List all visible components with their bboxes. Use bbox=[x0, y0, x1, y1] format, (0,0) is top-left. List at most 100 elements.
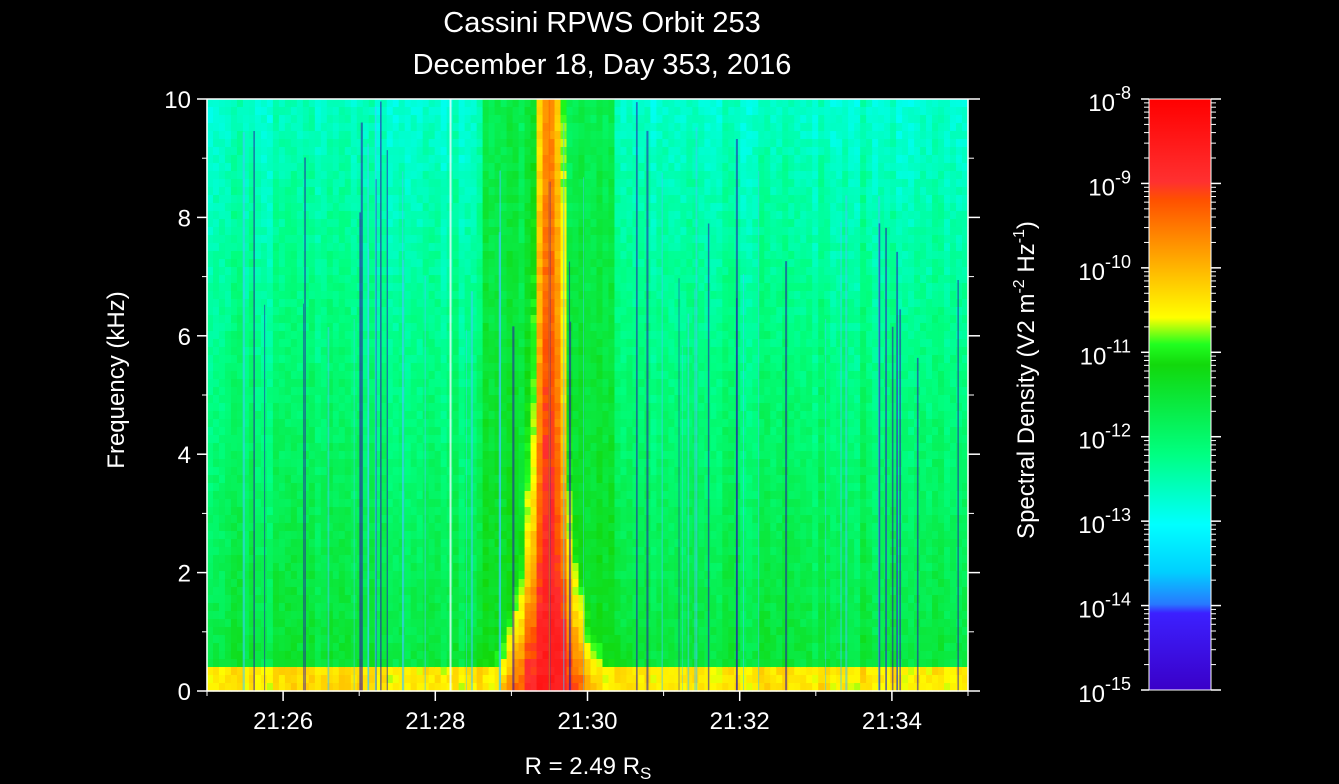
spectrogram-cell bbox=[531, 651, 538, 660]
spectrogram-cell bbox=[489, 379, 496, 388]
spectrogram-cell bbox=[219, 427, 226, 436]
spectrogram-cell bbox=[291, 187, 298, 196]
spectrogram-cell bbox=[303, 459, 310, 468]
spectrogram-cell bbox=[602, 651, 609, 660]
spectrogram-cell bbox=[483, 539, 490, 548]
spectrogram-cell bbox=[393, 459, 400, 468]
spectrogram-cell bbox=[303, 651, 310, 660]
spectrogram-cell bbox=[369, 523, 376, 532]
spectrogram-cell bbox=[345, 523, 352, 532]
spectrogram-cell bbox=[579, 427, 586, 436]
spectrogram-cell bbox=[291, 483, 298, 492]
spectrogram-cell bbox=[537, 347, 544, 356]
spectrogram-cell bbox=[321, 267, 328, 276]
spectrogram-cell bbox=[255, 219, 262, 228]
spectrogram-cell bbox=[465, 643, 472, 652]
spectrogram-cell bbox=[261, 251, 268, 260]
spectrogram-cell bbox=[291, 475, 298, 484]
spectrogram-cell bbox=[608, 315, 615, 324]
spectrogram-cell bbox=[507, 163, 514, 172]
spectrogram-cell bbox=[471, 195, 478, 204]
spectrogram-cell bbox=[507, 187, 514, 196]
spectrogram-cell bbox=[285, 563, 292, 572]
spectrogram-cell bbox=[507, 659, 514, 668]
spectrogram-cell bbox=[273, 459, 280, 468]
spectrogram-cell bbox=[501, 571, 508, 580]
spectrogram-cell bbox=[423, 627, 430, 636]
spectrogram-cell bbox=[573, 419, 580, 428]
spectrogram-cell bbox=[453, 339, 460, 348]
spectrogram-cell bbox=[225, 107, 232, 116]
spectrogram-cell bbox=[213, 315, 220, 324]
spectrogram-cell bbox=[585, 427, 592, 436]
spectrogram-cell bbox=[255, 491, 262, 500]
spectrogram-cell bbox=[423, 675, 430, 684]
spectrogram-cell bbox=[543, 563, 550, 572]
spectrogram-cell bbox=[411, 451, 418, 460]
spectrogram-cell bbox=[291, 587, 298, 596]
spectrogram-cell bbox=[417, 315, 424, 324]
spectrogram-cell bbox=[573, 555, 580, 564]
spectrogram-cell bbox=[453, 475, 460, 484]
spectrogram-cell bbox=[459, 427, 466, 436]
spectrogram-cell bbox=[249, 123, 256, 132]
spectrogram-cell bbox=[315, 187, 322, 196]
spectrogram-cell bbox=[237, 307, 244, 316]
spectrogram-cell bbox=[591, 667, 598, 676]
spectrogram-cell bbox=[423, 659, 430, 668]
spectrogram-cell bbox=[399, 147, 406, 156]
spectrogram-cell bbox=[555, 323, 562, 332]
spectrogram-cell bbox=[345, 211, 352, 220]
spectrogram-cell bbox=[279, 515, 286, 524]
spectrogram-cell bbox=[237, 451, 244, 460]
spectrogram-cell bbox=[291, 491, 298, 500]
spectrogram-cell bbox=[555, 251, 562, 260]
spectrogram-cell bbox=[477, 131, 484, 140]
spectrogram-cell bbox=[567, 227, 574, 236]
spectrogram-cell bbox=[279, 355, 286, 364]
spectrogram-cell bbox=[351, 251, 358, 260]
spectrogram-cell bbox=[207, 411, 214, 420]
spectrogram-cell bbox=[297, 275, 304, 284]
spectrogram-cell bbox=[459, 251, 466, 260]
spectrogram-cell bbox=[237, 515, 244, 524]
spectrogram-cell bbox=[225, 251, 232, 260]
spectrogram-cell bbox=[393, 611, 400, 620]
spectrogram-cell bbox=[393, 387, 400, 396]
spectrogram-cell bbox=[591, 275, 598, 284]
spectrogram-cell bbox=[291, 275, 298, 284]
spectrogram-cell bbox=[339, 499, 346, 508]
spectrogram-cell bbox=[573, 435, 580, 444]
spectrogram-cell bbox=[441, 563, 448, 572]
spectrogram-cell bbox=[435, 235, 442, 244]
spectrogram-cell bbox=[393, 579, 400, 588]
spectrogram-cell bbox=[285, 371, 292, 380]
spectrogram-cell bbox=[602, 219, 609, 228]
spectrogram-cell bbox=[321, 579, 328, 588]
spectrogram-cell bbox=[543, 107, 550, 116]
spectrogram-cell bbox=[315, 211, 322, 220]
spectrogram-cell bbox=[567, 155, 574, 164]
spectrogram-cell bbox=[411, 403, 418, 412]
spectrogram-cell bbox=[369, 675, 376, 684]
spectrogram-cell bbox=[315, 643, 322, 652]
spectrogram-cell bbox=[333, 99, 340, 108]
spectrogram-cell bbox=[459, 587, 466, 596]
spectrogram-cell bbox=[285, 387, 292, 396]
spectrogram-cell bbox=[315, 219, 322, 228]
spectrogram-cell bbox=[489, 235, 496, 244]
spectrogram-cell bbox=[255, 555, 262, 564]
spectrogram-cell bbox=[525, 99, 532, 108]
spectrogram-cell bbox=[435, 475, 442, 484]
spectrogram-cell bbox=[303, 619, 310, 628]
spectrogram-cell bbox=[489, 347, 496, 356]
spectrogram-cell bbox=[309, 339, 316, 348]
spectrogram-cell bbox=[405, 187, 412, 196]
spectrogram-cell bbox=[477, 491, 484, 500]
spectrogram-cell bbox=[507, 411, 514, 420]
spectrogram-cell bbox=[459, 419, 466, 428]
spectrogram-cell bbox=[381, 483, 388, 492]
spectrogram-cell bbox=[465, 419, 472, 428]
spectrogram-cell bbox=[435, 131, 442, 140]
spectrogram-cell bbox=[537, 227, 544, 236]
